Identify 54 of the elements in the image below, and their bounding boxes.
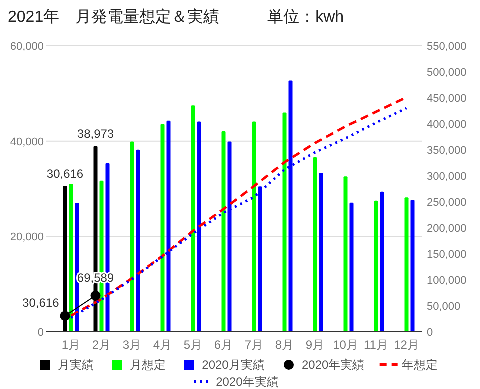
bar [69,184,74,332]
x-tick-label: 10月 [333,338,358,352]
data-label: 38,973 [77,127,114,142]
y2-tick-label: 300,000 [427,171,467,183]
y2-tick-label: 150,000 [427,249,467,261]
bar [130,142,134,332]
bar [344,176,348,332]
bar [404,198,409,332]
bar [374,200,378,332]
legend-label: 月想定 [130,358,166,372]
y-tick-label: 20,000 [10,232,44,244]
y2-tick-label: 50,000 [427,301,461,313]
x-tick-label: 3月 [122,338,142,352]
x-tick-label: 8月 [275,338,294,352]
x-tick-label: 1月 [62,338,81,352]
legend-label: 月実績 [58,358,94,372]
x-tick-label: 5月 [184,338,203,352]
x-tick-label: 7月 [244,338,264,352]
legend-label: 年想定 [402,358,438,372]
y2-tick-label: 0 [427,327,434,339]
legend-label: 2020年実績 [302,358,365,372]
y-tick-label: 0 [38,327,44,339]
bar [380,192,384,332]
y2-tick-label: 350,000 [427,145,467,157]
data-label: 30,616 [22,296,60,310]
y2-tick-label: 100,000 [427,275,467,287]
bar [350,202,354,332]
y-tick-label: 60,000 [10,41,44,53]
y2-tick-label: 450,000 [427,93,467,105]
x-tick-label: 12月 [394,338,420,352]
x-tick-label: 9月 [306,338,325,352]
y2-tick-label: 400,000 [427,119,467,131]
bar [160,124,165,332]
x-tick-label: 6月 [214,338,234,352]
y-tick-label: 40,000 [10,136,44,148]
y2-tick-label: 200,000 [427,223,467,235]
y2-tick-label: 500,000 [427,67,467,79]
x-tick-label: 4月 [153,338,172,352]
chart-title: 2021年 月発電量想定＆実績 単位：kwh [8,8,344,26]
bar [282,112,287,332]
x-tick-label: 2月 [92,338,112,352]
bar [319,173,324,332]
bar [410,200,415,332]
bar [222,131,226,332]
bar [252,122,256,332]
legend-label: 2020月実績 [202,358,265,372]
y2-tick-label: 250,000 [427,197,467,209]
bar [313,158,318,332]
bar [191,106,196,332]
bar [63,186,68,332]
x-tick-label: 11月 [364,338,388,352]
legend-label: 2020年実績 [216,375,279,389]
y2-tick-label: 550,000 [427,41,467,53]
data-label: 30,616 [46,167,84,182]
